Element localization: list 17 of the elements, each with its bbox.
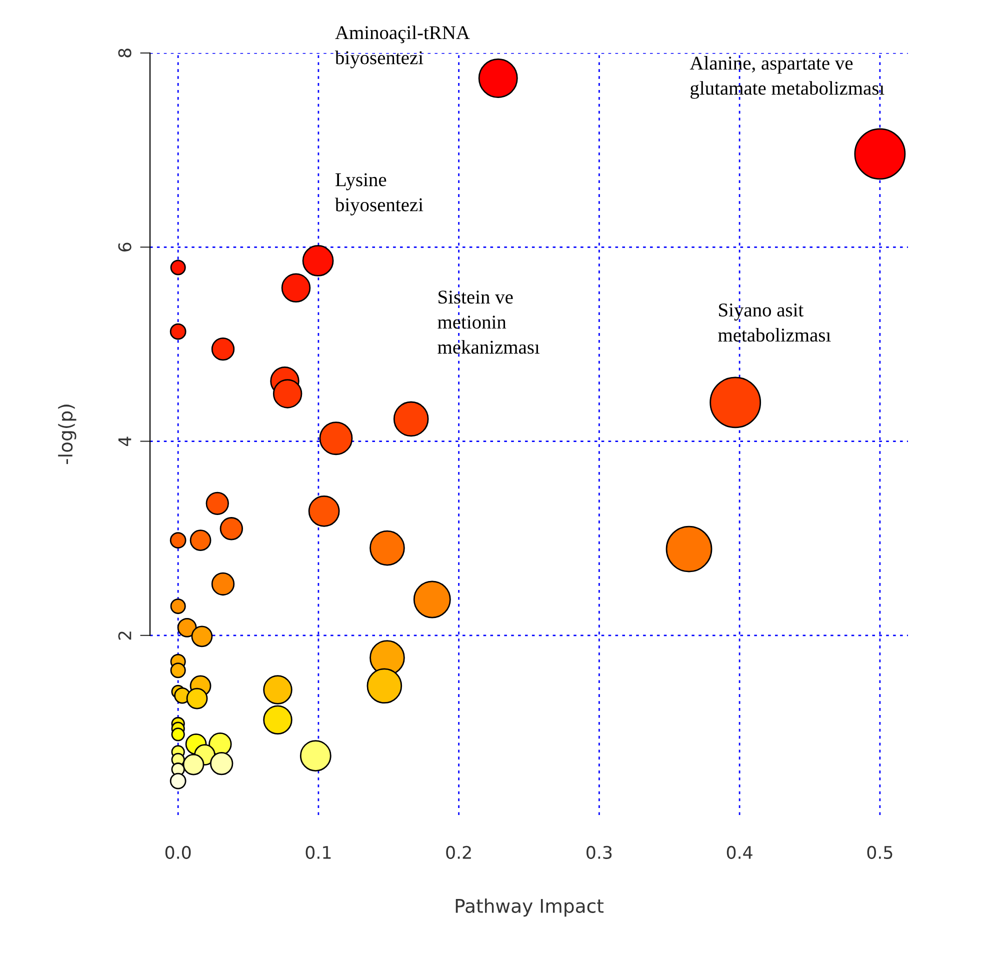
y-tick-label: 8: [118, 48, 132, 58]
x-axis-title: Pathway Impact: [456, 898, 604, 917]
x-tick-label: 0.4: [726, 846, 752, 859]
y-tick-label: 4: [118, 436, 132, 446]
y-tick-label: 6: [118, 242, 132, 252]
annotation: Alanine, aspartate ve glutamate metabolizması: [690, 56, 884, 99]
annotation: Siyano asit metabolizması: [718, 304, 831, 342]
annotation: Aminoaçil-tRNA biyosentezi: [334, 26, 470, 68]
annotation: Sistein ve metionin mekanizması: [438, 290, 540, 354]
x-tick-label: 0.1: [306, 846, 331, 859]
x-tick-label: 0.5: [867, 846, 892, 859]
x-tick-label: 0.2: [446, 846, 471, 859]
y-tick-label: 2: [118, 632, 132, 640]
annotation: Lysine biyosentezi: [334, 173, 424, 216]
x-tick-label: 0.0: [165, 846, 191, 859]
x-tick-label: 0.3: [586, 846, 612, 859]
y-axis-title: -log(p): [58, 404, 76, 464]
